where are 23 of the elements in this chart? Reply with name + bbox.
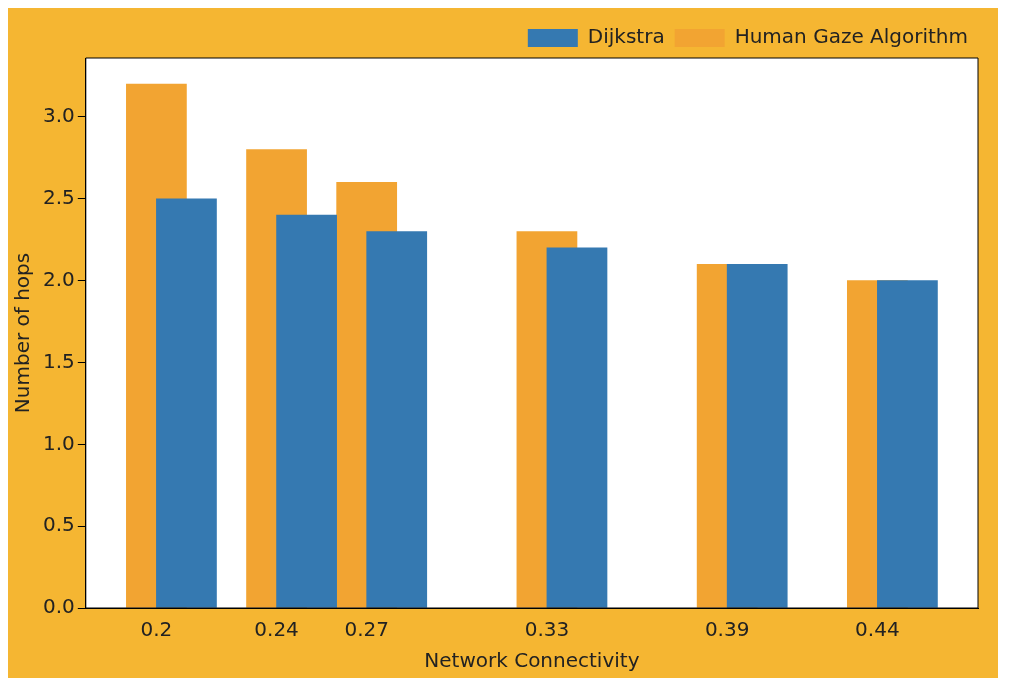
y-tick-label: 2.0 [42,266,75,291]
bar [726,263,788,608]
legend-label: Dijkstra [587,24,665,49]
x-tick-label: 0.44 [855,617,900,642]
y-axis-title: Number of hops [10,252,35,414]
bar [546,247,608,608]
y-tick-label: 3.0 [42,103,75,128]
y-tick-label: 1.0 [42,430,75,455]
x-tick-label: 0.2 [140,617,173,642]
x-tick-label: 0.39 [704,617,750,642]
bar [276,214,337,608]
y-tick-label: 2.5 [42,184,75,209]
x-tick-label: 0.24 [254,617,299,642]
bar [877,280,938,608]
bar [366,231,428,608]
y-tick-label: 0.5 [42,512,75,537]
y-tick-label: 0.0 [42,594,75,619]
x-tick-label: 0.33 [524,617,570,642]
legend-label: Human Gaze Algorithm [734,24,969,49]
bar [156,198,217,608]
x-axis-title: Network Connectivity [424,648,640,673]
y-tick-label: 1.5 [42,348,75,373]
x-tick-label: 0.27 [344,617,389,642]
